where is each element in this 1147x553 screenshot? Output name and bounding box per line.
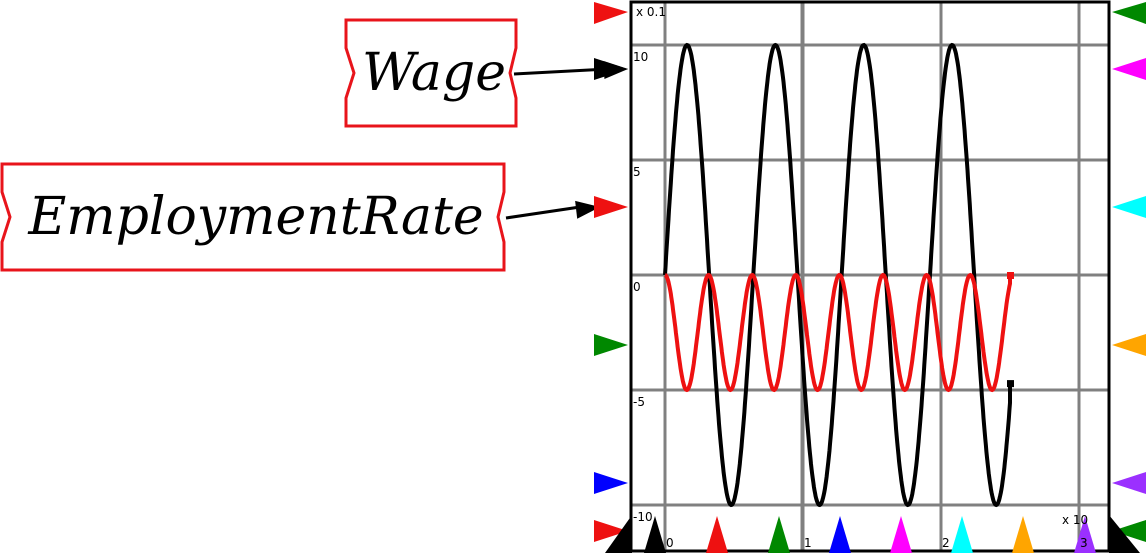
wage-arrow — [513, 67, 609, 76]
x-tick-label: 0 — [666, 536, 674, 550]
wage-variable-box[interactable]: Wage — [344, 18, 518, 128]
right-marker-orange — [1112, 334, 1146, 356]
employment-rate-label: EmploymentRate — [28, 187, 484, 247]
left-marker-red — [594, 520, 628, 542]
y-tick-label: -5 — [633, 395, 645, 409]
left-marker-red — [594, 196, 628, 218]
bottom-marker — [829, 516, 851, 553]
plot-grid — [631, 2, 1109, 551]
plot-series — [663, 42, 1014, 508]
bottom-marker — [644, 516, 666, 553]
right-marker-green — [1112, 2, 1146, 24]
right-marker-green — [1112, 520, 1146, 542]
series-line-wage — [663, 42, 1012, 508]
bottom-marker — [1012, 516, 1034, 553]
corner-marker-left — [605, 515, 632, 553]
connector-arrows — [505, 61, 628, 220]
right-marker-purple — [1112, 472, 1146, 494]
left-marker-blue — [594, 472, 628, 494]
x-tick-label: 1 — [804, 536, 812, 550]
y-tick-label: 10 — [633, 50, 648, 64]
y-tick-label: -10 — [633, 510, 653, 524]
x-multiplier-label: x 10 — [1062, 513, 1088, 527]
port-markers — [594, 2, 1146, 553]
right-marker-magenta — [1112, 58, 1146, 80]
bottom-marker — [768, 516, 790, 553]
employment-rate-arrow-head — [575, 200, 600, 219]
corner-marker-right — [1109, 515, 1140, 553]
bottom-marker — [890, 516, 912, 553]
series-end-marker — [1007, 272, 1014, 279]
plot-frame — [629, 0, 1111, 553]
x-tick-label: 2 — [942, 536, 950, 550]
left-marker-green — [594, 334, 628, 356]
bottom-marker — [1074, 516, 1096, 553]
right-marker-cyan — [1112, 196, 1146, 218]
bottom-marker — [706, 516, 728, 553]
left-marker-black — [594, 58, 628, 80]
employment-rate-box-frame — [0, 162, 506, 272]
y-tick-label: 0 — [633, 280, 641, 294]
bottom-marker — [951, 516, 973, 553]
wage-label: Wage — [362, 43, 506, 103]
series-end-marker — [1007, 380, 1014, 388]
left-marker-red — [594, 2, 628, 24]
wage-box-frame — [344, 18, 518, 128]
y-multiplier-label: x 0.1 — [636, 5, 666, 19]
employment-rate-arrow — [505, 205, 581, 220]
employment-rate-variable-box[interactable]: EmploymentRate — [0, 162, 506, 272]
x-tick-label: 3 — [1080, 536, 1088, 550]
series-line-employmentrate — [664, 272, 1012, 393]
y-tick-label: 5 — [633, 165, 641, 179]
